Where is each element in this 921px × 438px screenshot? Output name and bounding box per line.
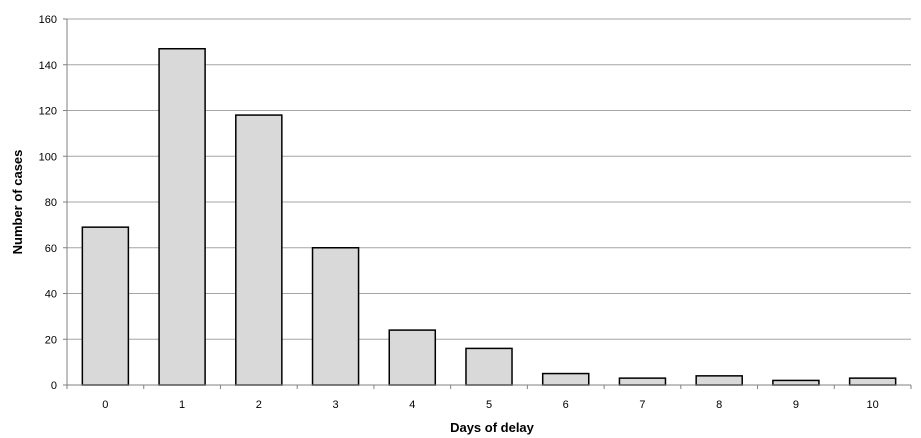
y-tick-label: 100 <box>39 151 57 163</box>
bar-7 <box>618 377 667 386</box>
x-tick-label: 9 <box>793 399 799 411</box>
bars <box>81 47 897 386</box>
bar-10 <box>848 377 897 386</box>
y-tick-label: 140 <box>39 60 57 72</box>
gridlines <box>67 18 911 340</box>
x-tick-label: 0 <box>102 399 108 411</box>
bar-5 <box>465 347 513 386</box>
x-tick-label: 1 <box>179 399 185 411</box>
x-axis-title: Days of delay <box>450 420 535 435</box>
bar-6 <box>541 372 590 386</box>
x-tick-labels: 0 1 2 3 4 5 6 7 8 9 10 <box>66 385 912 411</box>
y-tick-label: 80 <box>45 197 57 209</box>
x-tick-label: 8 <box>716 399 722 411</box>
bar-2 <box>235 114 283 386</box>
bar-4 <box>388 329 437 386</box>
bar-0 <box>81 226 130 386</box>
x-tick-label: 4 <box>409 399 415 411</box>
y-axis-title: Number of cases <box>10 150 25 255</box>
bar-3 <box>311 247 360 386</box>
y-tick-label: 40 <box>45 289 57 301</box>
y-tick-labels: 0 20 40 60 80 100 120 140 160 <box>39 14 67 392</box>
y-tick-label: 60 <box>45 243 57 255</box>
bar-8 <box>695 375 743 386</box>
x-tick-label: 6 <box>563 399 569 411</box>
x-tick-label: 10 <box>867 399 879 411</box>
x-tick-label: 5 <box>486 399 492 411</box>
y-tick-label: 0 <box>51 380 57 392</box>
bar-9 <box>772 379 820 386</box>
x-tick-label: 3 <box>332 399 338 411</box>
x-tick-label: 2 <box>256 399 262 411</box>
y-tick-label: 20 <box>45 334 57 346</box>
y-tick-label: 120 <box>39 106 57 118</box>
y-tick-label: 160 <box>39 14 57 26</box>
x-tick-label: 7 <box>639 399 645 411</box>
bar-1 <box>158 47 206 386</box>
